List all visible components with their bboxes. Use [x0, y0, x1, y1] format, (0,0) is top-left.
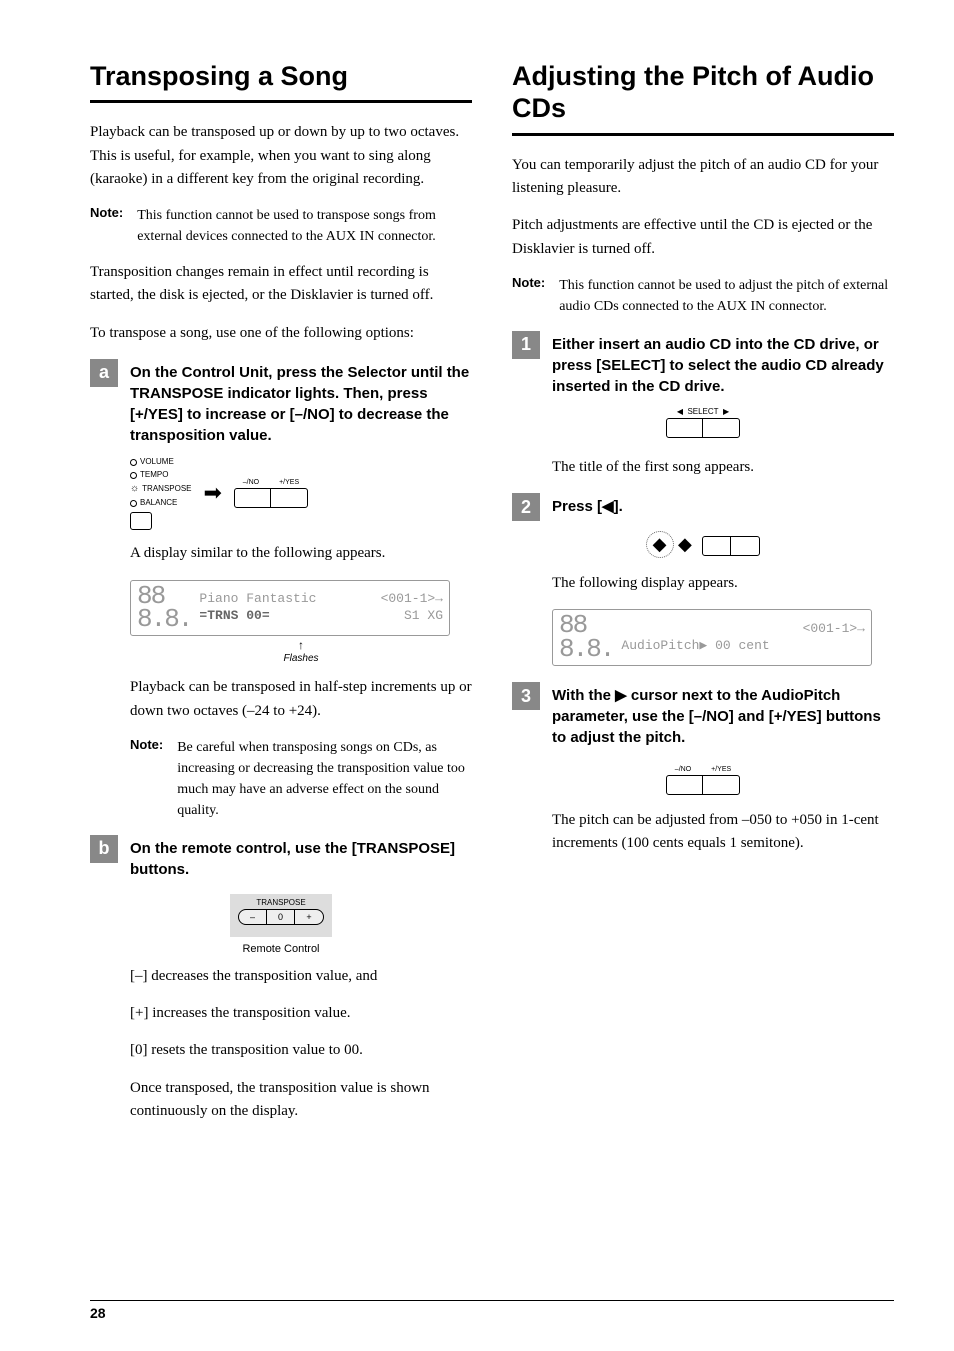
remote-line1: [–] decreases the transposition value, a…	[130, 965, 472, 988]
title-rule	[90, 100, 472, 103]
cursor-right-button[interactable]	[731, 537, 759, 555]
no-yes-buttons: –/NO +/YES	[234, 479, 308, 508]
remote-line2: [+] increases the transposition value.	[130, 1002, 472, 1025]
lcd-a-line2-left: =TRNS 00=	[199, 608, 269, 623]
right-note-label: Note:	[512, 275, 545, 317]
step-1-badge: 1	[512, 331, 540, 359]
right-minus-no-button[interactable]	[667, 776, 703, 794]
lcd-digits-icon: 888.8.	[137, 585, 191, 632]
para-title-appears: The title of the first song appears.	[552, 456, 894, 479]
lcd2-line2: AudioPitch▶ 00 cent	[621, 638, 865, 655]
step-3-badge: 3	[512, 682, 540, 710]
transpose-label: TRANSPOSE	[142, 483, 191, 496]
page-number: 28	[90, 1300, 894, 1321]
para-once: Once transposed, the transposition value…	[130, 1077, 472, 1124]
remote-zero-button[interactable]: 0	[267, 910, 295, 924]
step-2-heading: Press [◀].	[552, 493, 623, 521]
step-b-badge: b	[90, 835, 118, 863]
lcd-a-line1-left: Piano Fantastic	[199, 591, 316, 606]
note-row-2: Note: Be careful when transposing songs …	[130, 737, 472, 821]
remote-caption: Remote Control	[90, 943, 472, 955]
balance-label: BALANCE	[140, 497, 177, 510]
lcd-a-line2-right: S1 XG	[404, 608, 443, 625]
select-left-button[interactable]	[667, 419, 703, 437]
right-no-label: –/NO	[675, 766, 691, 773]
right-intro: You can temporarily adjust the pitch of …	[512, 154, 894, 201]
left-title: Transposing a Song	[90, 60, 472, 92]
right-title: Adjusting the Pitch of Audio CDs	[512, 60, 894, 125]
remote-plus-button[interactable]: +	[295, 910, 323, 924]
step-b-heading: On the remote control, use the [TRANSPOS…	[130, 835, 472, 880]
tempo-label: TEMPO	[140, 469, 168, 482]
no-yes-diagram-right: –/NO +/YES	[512, 758, 894, 795]
right-plus-yes-button[interactable]	[703, 776, 739, 794]
right-note-text: This function cannot be used to adjust t…	[559, 275, 894, 317]
left-column: Transposing a Song Playback can be trans…	[90, 60, 472, 1137]
step-2: 2 Press [◀].	[512, 493, 894, 521]
right-note-row: Note: This function cannot be used to ad…	[512, 275, 894, 317]
balance-indicator-icon	[130, 500, 137, 507]
minus-no-button[interactable]	[235, 489, 271, 507]
step-2-badge: 2	[512, 493, 540, 521]
step-1: 1 Either insert an audio CD into the CD …	[512, 331, 894, 397]
volume-indicator-icon	[130, 459, 137, 466]
tempo-indicator-icon	[130, 472, 137, 479]
arrow-right-icon: ➡	[204, 480, 222, 506]
step-3-heading: With the ▶ cursor next to the AudioPitch…	[552, 682, 894, 748]
note-text: This function cannot be used to transpos…	[137, 205, 472, 247]
lcd2-digits-icon: 888.8.	[559, 614, 613, 661]
yes-label: +/YES	[279, 479, 299, 486]
right-para2: Pitch adjustments are effective until th…	[512, 214, 894, 261]
flash-arrow-icon: ↑	[130, 638, 472, 653]
lcd-display-a: 888.8. Piano Fantastic <001-1>→ =TRNS 00…	[130, 580, 450, 637]
note2-label: Note:	[130, 737, 163, 821]
note-label: Note:	[90, 205, 123, 247]
indicator-column: VOLUME TEMPO ☼TRANSPOSE BALANCE	[130, 456, 192, 530]
step-1-heading: Either insert an audio CD into the CD dr…	[552, 331, 894, 397]
select-label: SELECT	[687, 407, 718, 416]
step-b: b On the remote control, use the [TRANSP…	[90, 835, 472, 880]
left-para2: Transposition changes remain in effect u…	[90, 261, 472, 308]
title-rule-right	[512, 133, 894, 136]
lcd-a-line1-right: <001-1>→	[381, 591, 443, 608]
para-following: The following display appears.	[552, 572, 894, 595]
flashes-label: Flashes	[130, 653, 472, 664]
plus-yes-button[interactable]	[271, 489, 307, 507]
note-row-1: Note: This function cannot be used to tr…	[90, 205, 472, 247]
step-a: a On the Control Unit, press the Selecto…	[90, 359, 472, 446]
cursor-left-button[interactable]	[703, 537, 731, 555]
select-diagram: ◀ SELECT ▶	[512, 407, 894, 442]
selector-button[interactable]	[130, 512, 152, 530]
remote-line3: [0] resets the transposition value to 00…	[130, 1039, 472, 1062]
right-yes-label: +/YES	[711, 766, 731, 773]
remote-title: TRANSPOSE	[238, 898, 324, 907]
remote-minus-button[interactable]: –	[239, 910, 267, 924]
lcd2-line1-right: <001-1>→	[803, 621, 865, 638]
select-right-button[interactable]	[703, 419, 739, 437]
para-halfstep: Playback can be transposed in half-step …	[130, 676, 472, 723]
remote-diagram: TRANSPOSE – 0 + Remote Control	[90, 894, 472, 955]
cursor-right-icon: ◆	[678, 534, 692, 554]
right-column: Adjusting the Pitch of Audio CDs You can…	[512, 60, 894, 1137]
no-label: –/NO	[243, 479, 259, 486]
left-intro: Playback can be transposed up or down by…	[90, 121, 472, 191]
cursor-left-icon: ◆	[646, 531, 674, 558]
para-pitch-range: The pitch can be adjusted from –050 to +…	[552, 809, 894, 856]
step-3: 3 With the ▶ cursor next to the AudioPit…	[512, 682, 894, 748]
step-a-heading: On the Control Unit, press the Selector …	[130, 359, 472, 446]
volume-label: VOLUME	[140, 456, 174, 469]
control-unit-diagram: VOLUME TEMPO ☼TRANSPOSE BALANCE ➡ –/NO +…	[130, 456, 472, 530]
step-a-badge: a	[90, 359, 118, 387]
left-para3: To transpose a song, use one of the foll…	[90, 322, 472, 345]
lcd-display-2: 888.8. <001-1>→ AudioPitch▶ 00 cent	[552, 609, 872, 666]
display-caption: A display similar to the following appea…	[130, 542, 472, 565]
note2-text: Be careful when transposing songs on CDs…	[177, 737, 472, 821]
cursor-diagram: ◆ ◆	[512, 531, 894, 558]
transpose-indicator-icon: ☼	[130, 481, 139, 497]
